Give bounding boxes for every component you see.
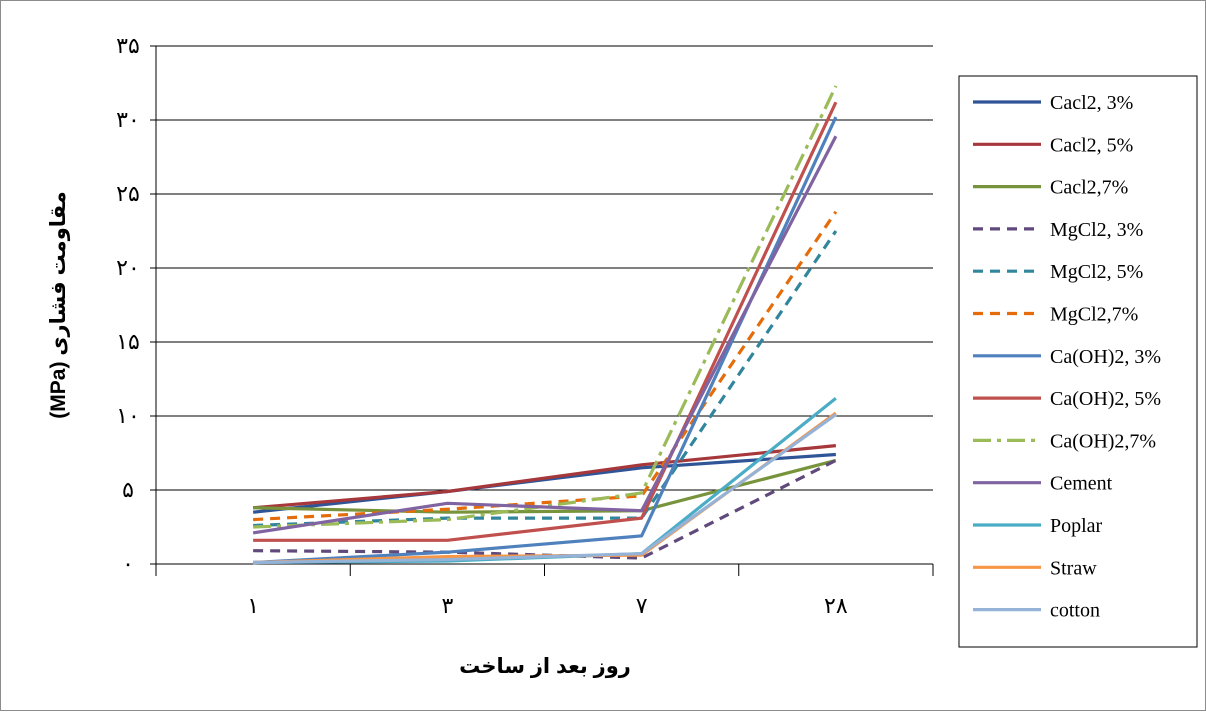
legend-label: MgCl2,7% bbox=[1050, 304, 1138, 326]
legend-label: Cacl2, 3% bbox=[1050, 92, 1133, 114]
series-line bbox=[252, 135, 838, 535]
x-axis-title: روز بعد از ساخت bbox=[459, 655, 631, 678]
series-line bbox=[253, 85, 838, 529]
legend-label: Cacl2,7% bbox=[1050, 177, 1128, 199]
legend-label: Ca(OH)2,7% bbox=[1050, 430, 1156, 452]
y-tick-label: ۱۰ bbox=[116, 403, 140, 428]
legend-label: Ca(OH)2, 3% bbox=[1050, 346, 1161, 368]
legend-label: MgCl2, 3% bbox=[1050, 219, 1143, 241]
series-line bbox=[253, 210, 838, 522]
y-tick-label: ۳۵ bbox=[116, 33, 140, 58]
y-tick-label: ۲۵ bbox=[116, 181, 140, 206]
y-tick-label: ۵ bbox=[122, 477, 134, 502]
legend-label: Poplar bbox=[1050, 515, 1103, 537]
legend-label: cotton bbox=[1050, 600, 1100, 622]
legend-box bbox=[958, 75, 1198, 648]
y-tick-label: ۳۰ bbox=[116, 107, 140, 132]
x-tick-label: ۱ bbox=[247, 593, 259, 618]
gridlines bbox=[150, 45, 933, 491]
y-tick-label: ۱۵ bbox=[116, 329, 140, 354]
series-line bbox=[252, 444, 837, 510]
series-line bbox=[253, 101, 838, 542]
legend-items: Cacl2, 3% Cacl2, 5% Cacl2,7% MgCl2, 3% MgCl2… bbox=[973, 92, 1161, 622]
legend-label: MgCl2, 5% bbox=[1050, 261, 1143, 283]
legend-label: Cacl2, 5% bbox=[1050, 134, 1133, 156]
legend-label: Straw bbox=[1050, 557, 1097, 579]
legend: Cacl2, 3% Cacl2, 5% Cacl2,7% MgCl2, 3% MgCl2… bbox=[958, 75, 1198, 648]
series-lines bbox=[252, 85, 838, 565]
axes bbox=[150, 46, 934, 576]
x-tick-label: ۷ bbox=[636, 593, 648, 618]
legend-label: Ca(OH)2, 5% bbox=[1050, 388, 1161, 410]
y-axis-title: مقاومت فشاری (MPa) bbox=[47, 191, 70, 418]
series-line bbox=[253, 230, 838, 528]
series-line bbox=[253, 413, 837, 565]
x-tick-label: ۳ bbox=[441, 593, 453, 618]
x-tick-label: ۲۸ bbox=[824, 593, 848, 618]
tick-labels: ۰ ۵ ۱۰ ۱۵ ۲۰ ۲۵ ۳۰ ۳۵ ۱ ۳ ۷ ۲۸ bbox=[116, 33, 848, 618]
legend-label: Cement bbox=[1050, 473, 1113, 495]
y-tick-label: ۲۰ bbox=[116, 255, 140, 280]
y-tick-label: ۰ bbox=[122, 551, 134, 576]
